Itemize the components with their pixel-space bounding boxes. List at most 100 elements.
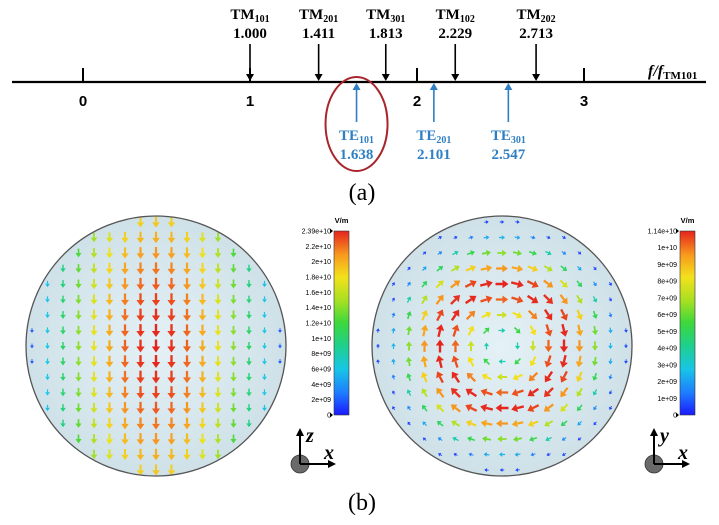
field-arrow [151, 386, 161, 399]
field-arrow [391, 282, 395, 287]
field-arrow-head [529, 360, 537, 367]
field-arrow [262, 389, 267, 396]
field-arrow-head [90, 299, 98, 305]
field-arrow [592, 296, 598, 303]
field-arrow-head [560, 390, 567, 398]
colorbar-unit: V/m [681, 216, 695, 225]
field-arrow [45, 373, 50, 381]
field-arrow-head [575, 375, 583, 383]
field-arrow-shaft [594, 389, 598, 393]
field-arrow-head [532, 250, 537, 256]
field-arrow-head [60, 345, 66, 350]
field-arrow [90, 340, 98, 352]
field-arrow-head [516, 220, 520, 224]
field-arrow-shaft [479, 282, 488, 287]
field-arrow-shaft [543, 265, 550, 270]
field-arrow-shaft [436, 314, 442, 322]
tm-arrow-head [381, 74, 390, 81]
field-arrow [510, 280, 524, 289]
field-arrow-head [75, 423, 82, 428]
field-arrow-head [183, 454, 191, 461]
field-arrow [198, 309, 207, 321]
field-arrow [376, 359, 380, 364]
field-arrow [495, 388, 509, 397]
tm-arrow-head [246, 74, 254, 81]
field-arrow-head [90, 392, 98, 398]
field-arrow [467, 340, 475, 352]
axis-tick-label: 2 [413, 93, 421, 110]
left-coordinate-axes: zx [290, 425, 336, 474]
field-arrow-head [421, 388, 428, 395]
field-arrow-shaft [548, 436, 552, 440]
field-arrow [464, 280, 477, 288]
field-arrow-head [230, 361, 237, 367]
field-arrow [214, 325, 222, 336]
field-arrow-head [75, 439, 82, 444]
field-arrow-shaft [421, 298, 426, 305]
field-arrow-head [183, 377, 191, 384]
field-arrow-head [576, 313, 584, 321]
field-arrow [136, 370, 145, 384]
field-arrow [75, 279, 82, 289]
field-arrow [214, 278, 222, 290]
field-arrow-head [451, 420, 458, 427]
field-arrow [479, 279, 493, 288]
field-arrow [105, 324, 114, 337]
field-arrow-head [183, 423, 191, 430]
field-arrow-head [406, 389, 412, 394]
field-arrow-head [529, 346, 537, 352]
field-arrow [183, 308, 191, 322]
field-arrow-head [75, 268, 82, 273]
field-arrow-head [560, 405, 567, 412]
field-arrow-head [501, 220, 505, 224]
field-arrow [60, 357, 66, 366]
field-arrow-shaft [450, 267, 457, 272]
field-arrow [152, 216, 160, 228]
field-arrow-head [608, 391, 613, 395]
field-arrow [198, 263, 207, 274]
field-arrow [543, 308, 553, 321]
field-arrow [262, 404, 267, 412]
field-arrow [575, 340, 584, 352]
field-arrow-head [90, 284, 98, 290]
field-arrow-shaft [545, 250, 549, 254]
field-arrow [498, 235, 506, 240]
field-arrow [183, 370, 191, 384]
field-arrow-shaft [594, 372, 598, 378]
field-arrow [497, 435, 507, 443]
field-arrow-shaft [465, 313, 473, 321]
field-arrow [450, 265, 460, 272]
field-arrow-head [214, 377, 222, 383]
horizontal-axis-label: x [677, 442, 688, 464]
field-arrow [183, 433, 191, 445]
colorbar-tick-label: 1.8e+10 [306, 275, 332, 282]
field-arrow-head [167, 470, 176, 476]
field-arrow-head [422, 421, 427, 426]
field-arrow-shaft [512, 251, 518, 254]
field-arrow-head [545, 296, 554, 305]
field-arrow [576, 294, 583, 304]
field-arrow-shaft [579, 421, 582, 424]
field-arrow-head [391, 312, 396, 316]
field-arrow [136, 339, 145, 353]
field-arrow-head [214, 284, 222, 290]
field-arrow [545, 436, 552, 442]
field-arrow [45, 389, 50, 396]
field-arrow-shaft [543, 294, 550, 301]
field-arrow-head [577, 251, 582, 255]
field-arrow-head [545, 436, 550, 442]
field-arrow [543, 387, 554, 398]
field-arrow-shaft [485, 406, 494, 411]
field-arrow-head [483, 358, 489, 364]
field-arrow [437, 437, 443, 441]
field-arrow [214, 263, 222, 274]
field-arrow [391, 390, 396, 395]
field-arrow [480, 388, 493, 397]
field-arrow-shaft [393, 392, 395, 395]
field-arrow-head [544, 420, 551, 427]
field-arrow [106, 449, 113, 460]
field-arrow [527, 309, 538, 320]
field-arrow-head [136, 237, 145, 244]
field-arrow-head [152, 222, 160, 228]
field-arrow-head [376, 343, 380, 347]
